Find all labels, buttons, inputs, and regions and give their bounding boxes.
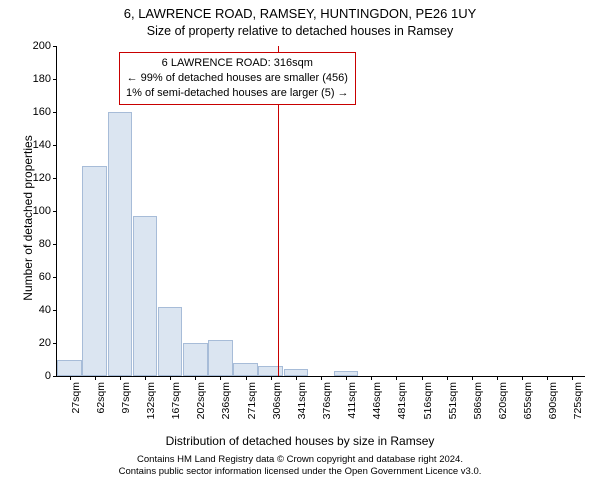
annotation-box: 6 LAWRENCE ROAD: 316sqm← 99% of detached…	[119, 52, 356, 105]
x-tick-label: 341sqm	[296, 382, 308, 419]
histogram-bar	[133, 216, 158, 376]
y-tick-mark	[53, 310, 57, 311]
x-tick-mark	[346, 376, 347, 380]
x-tick-mark	[195, 376, 196, 380]
x-tick-mark	[296, 376, 297, 380]
x-tick-mark	[497, 376, 498, 380]
histogram-bar	[233, 363, 258, 376]
x-tick-mark	[145, 376, 146, 380]
x-tick-mark	[220, 376, 221, 380]
y-tick-mark	[53, 244, 57, 245]
y-tick-mark	[53, 46, 57, 47]
plot-area: 02040608010012014016018020027sqm62sqm97s…	[56, 46, 585, 377]
y-axis-label: Number of detached properties	[21, 38, 35, 398]
x-tick-label: 551sqm	[447, 382, 459, 419]
y-tick-mark	[53, 211, 57, 212]
x-tick-label: 271sqm	[246, 382, 258, 419]
x-tick-label: 411sqm	[346, 382, 358, 419]
annotation-line2: ← 99% of detached houses are smaller (45…	[126, 71, 349, 86]
histogram-bar	[183, 343, 208, 376]
histogram-bar	[158, 307, 183, 376]
histogram-bar	[208, 340, 233, 376]
x-tick-mark	[120, 376, 121, 380]
x-tick-label: 690sqm	[547, 382, 559, 419]
annotation-line3: 1% of semi-detached houses are larger (5…	[126, 86, 349, 101]
title-main: 6, LAWRENCE ROAD, RAMSEY, HUNTINGDON, PE…	[0, 6, 600, 21]
x-tick-label: 725sqm	[572, 382, 584, 419]
y-tick-mark	[53, 178, 57, 179]
x-tick-label: 481sqm	[396, 382, 408, 419]
x-tick-label: 27sqm	[70, 382, 82, 414]
histogram-bar	[284, 369, 309, 376]
x-tick-label: 376sqm	[321, 382, 333, 419]
annotation-line1: 6 LAWRENCE ROAD: 316sqm	[126, 56, 349, 71]
histogram-bar	[108, 112, 133, 376]
histogram-bar	[57, 360, 82, 377]
x-tick-label: 620sqm	[497, 382, 509, 419]
x-tick-mark	[271, 376, 272, 380]
x-tick-mark	[246, 376, 247, 380]
histogram-bar	[82, 166, 107, 376]
x-tick-mark	[396, 376, 397, 380]
x-tick-label: 586sqm	[472, 382, 484, 419]
x-tick-mark	[371, 376, 372, 380]
footer-copyright: Contains HM Land Registry data © Crown c…	[0, 454, 600, 465]
x-tick-mark	[95, 376, 96, 380]
x-tick-label: 655sqm	[522, 382, 534, 419]
x-tick-label: 97sqm	[120, 382, 132, 414]
x-tick-label: 516sqm	[422, 382, 434, 419]
x-tick-mark	[170, 376, 171, 380]
x-tick-mark	[422, 376, 423, 380]
y-tick-mark	[53, 112, 57, 113]
x-tick-label: 132sqm	[145, 382, 157, 419]
x-tick-mark	[321, 376, 322, 380]
x-axis-label: Distribution of detached houses by size …	[0, 434, 600, 448]
y-tick-mark	[53, 79, 57, 80]
x-tick-mark	[70, 376, 71, 380]
x-tick-mark	[522, 376, 523, 380]
y-tick-mark	[53, 145, 57, 146]
y-tick-mark	[53, 376, 57, 377]
y-tick-mark	[53, 343, 57, 344]
x-tick-label: 446sqm	[371, 382, 383, 419]
x-tick-label: 306sqm	[271, 382, 283, 419]
title-sub: Size of property relative to detached ho…	[0, 24, 600, 38]
x-tick-mark	[472, 376, 473, 380]
x-tick-mark	[547, 376, 548, 380]
chart-container: 6, LAWRENCE ROAD, RAMSEY, HUNTINGDON, PE…	[0, 0, 600, 500]
footer-license: Contains public sector information licen…	[0, 466, 600, 477]
histogram-bar	[258, 366, 283, 376]
x-tick-mark	[447, 376, 448, 380]
x-tick-label: 62sqm	[95, 382, 107, 414]
x-tick-label: 202sqm	[195, 382, 207, 419]
y-tick-mark	[53, 277, 57, 278]
x-tick-label: 236sqm	[220, 382, 232, 419]
x-tick-label: 167sqm	[170, 382, 182, 419]
x-tick-mark	[572, 376, 573, 380]
